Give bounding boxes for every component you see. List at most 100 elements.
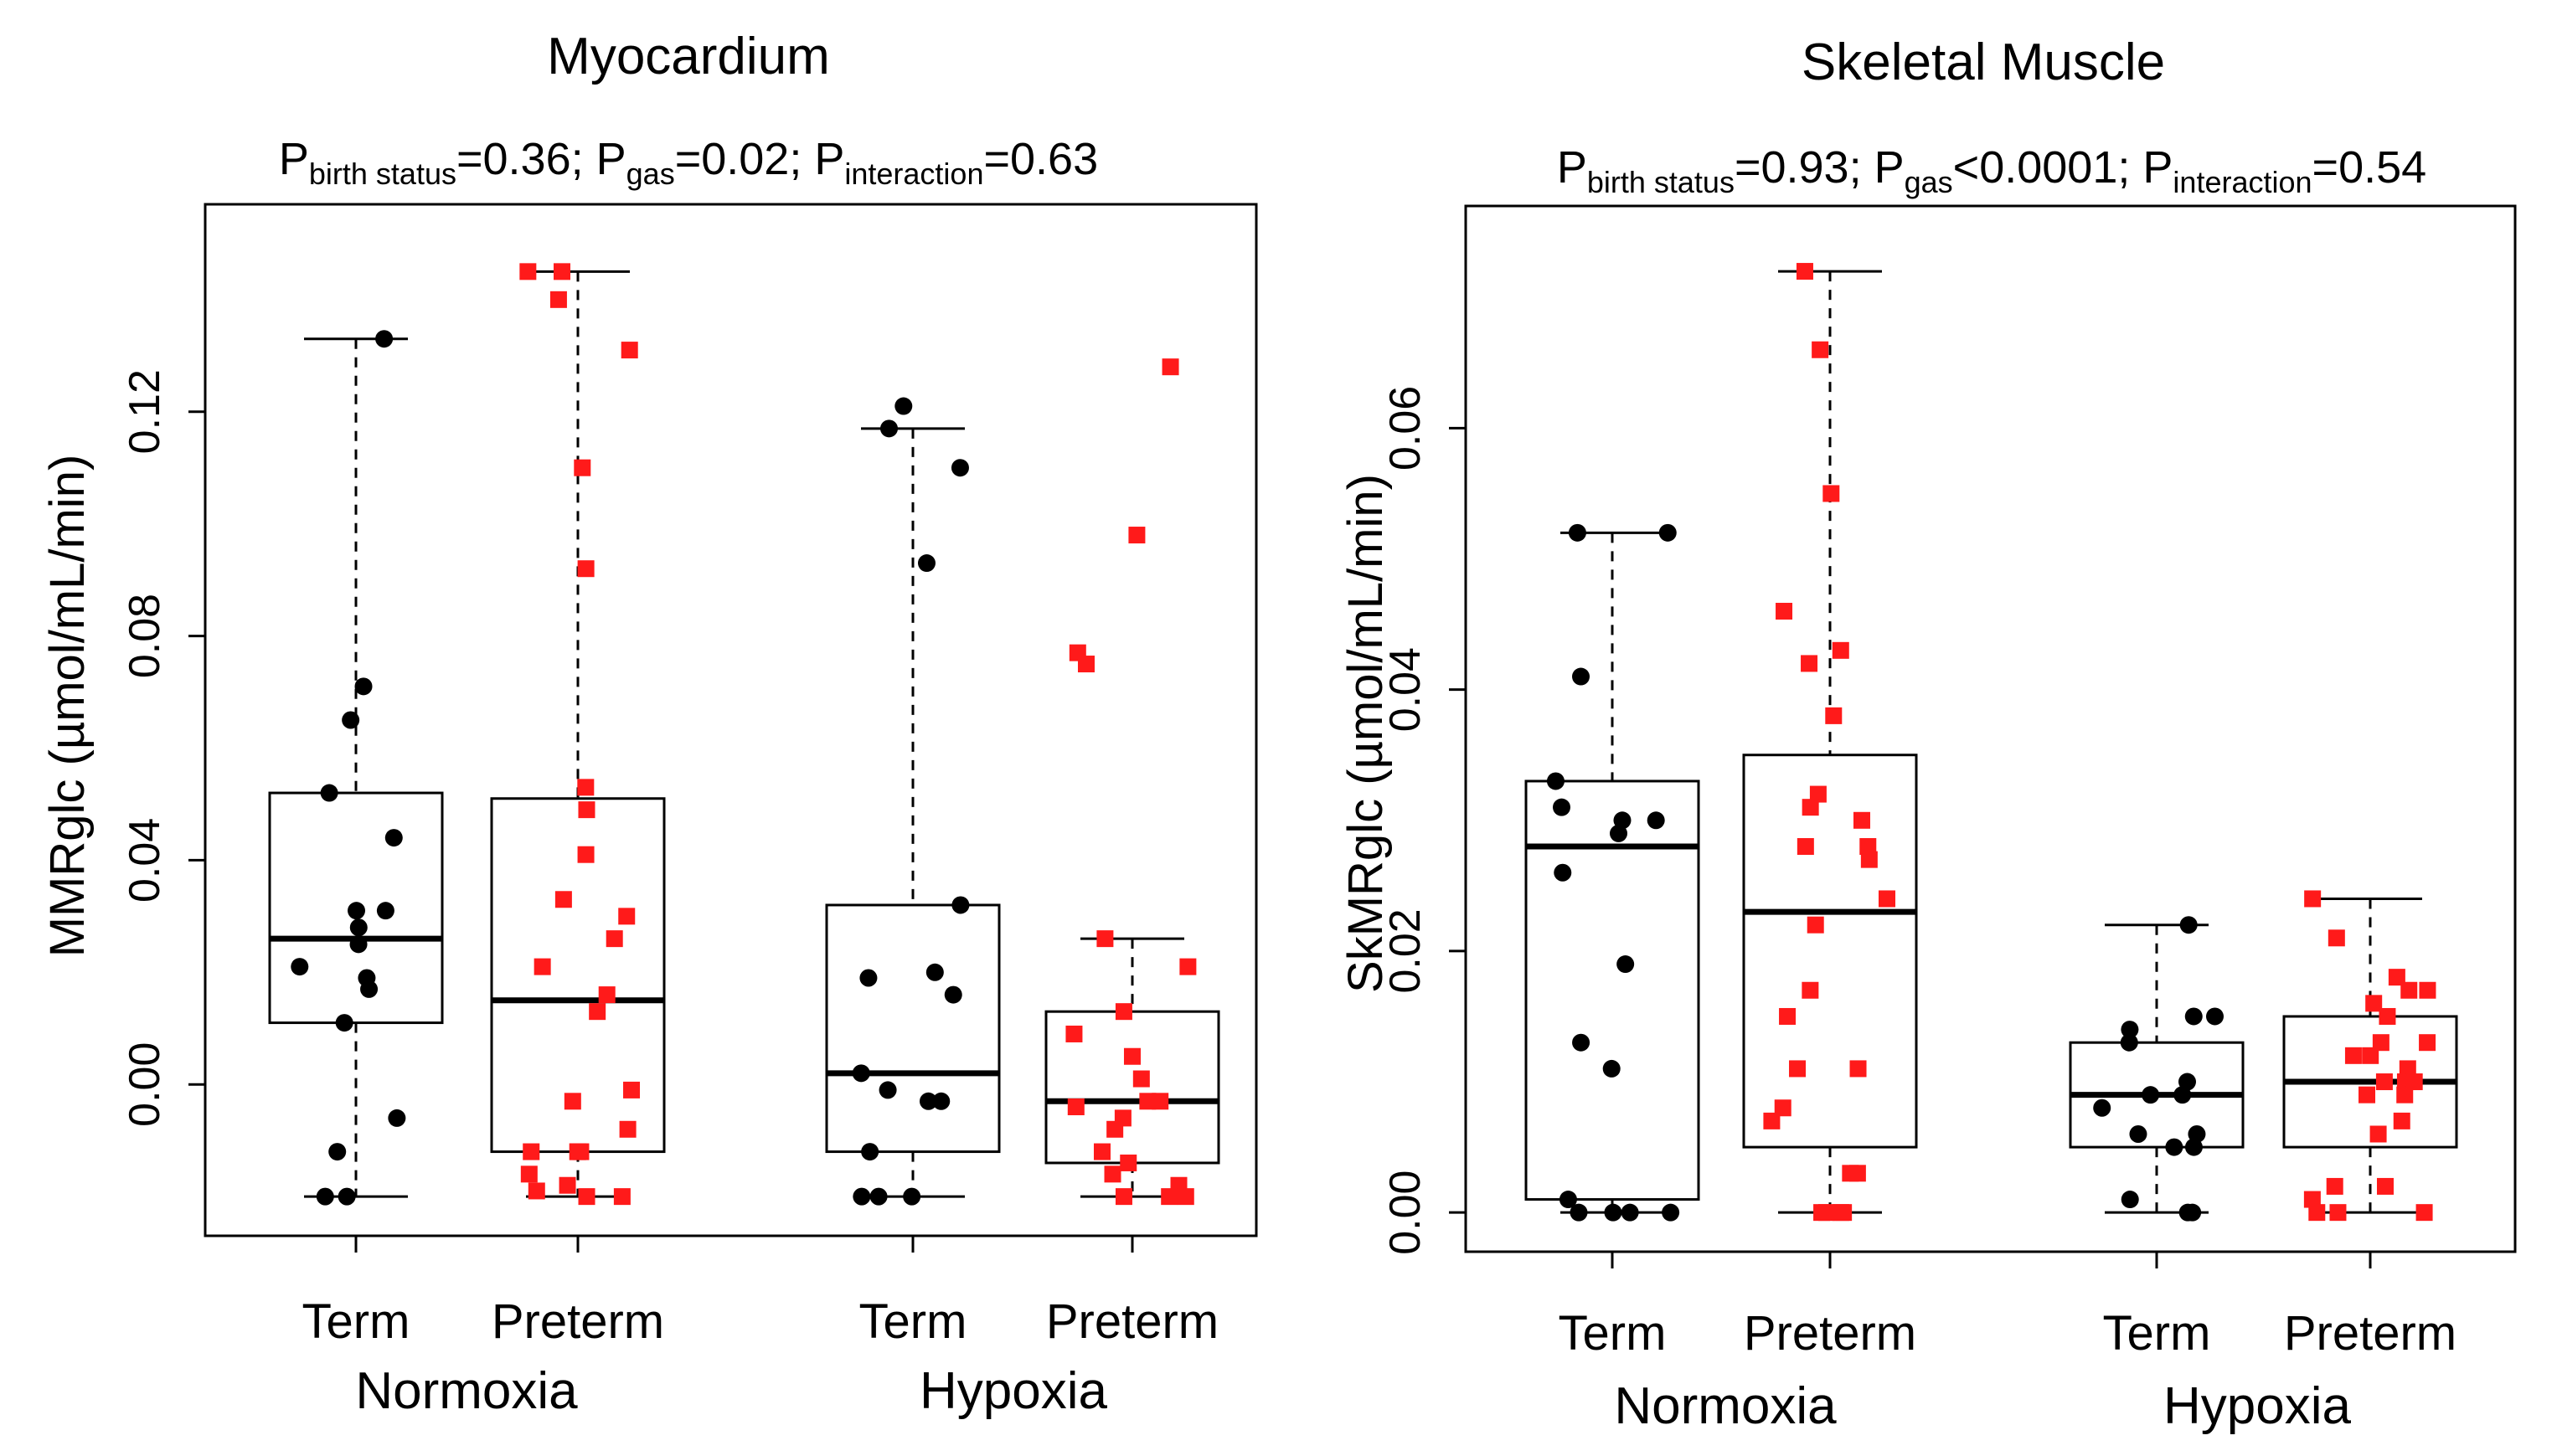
p-value-gas: <0.0001; — [1953, 142, 2143, 193]
data-point-term — [1647, 811, 1665, 830]
data-point-preterm — [2376, 1177, 2394, 1195]
plot-frame — [1464, 204, 2517, 1253]
data-point-preterm — [1065, 1025, 1083, 1042]
data-point-preterm — [606, 930, 623, 948]
p-subscript-gas: gas — [626, 157, 675, 191]
data-point-preterm — [1878, 890, 1895, 908]
data-point-term — [384, 829, 403, 847]
x-tick-label-term: Term — [859, 1294, 967, 1349]
data-point-preterm — [1853, 811, 1870, 829]
group-label-hypoxia: Hypoxia — [2163, 1377, 2352, 1435]
p-value-gas: =0.02; — [675, 134, 815, 184]
data-point-preterm — [2308, 1204, 2326, 1222]
data-point-preterm — [589, 1003, 606, 1021]
iqr-box — [268, 791, 444, 1025]
data-point-preterm — [1825, 707, 1843, 724]
data-point-preterm — [2344, 1047, 2362, 1064]
data-point-preterm — [2405, 1073, 2423, 1091]
box-hypoxia-term — [2069, 916, 2245, 1222]
group-label-normoxia: Normoxia — [1614, 1377, 1837, 1435]
data-point-preterm — [1860, 851, 1878, 868]
data-point-term — [291, 958, 309, 976]
box-plots — [1524, 263, 2458, 1222]
data-point-preterm — [2415, 1204, 2433, 1222]
box-plots — [268, 263, 1220, 1206]
data-point-preterm — [2365, 995, 2383, 1012]
group-label-hypoxia: Hypoxia — [920, 1362, 1108, 1420]
data-point-preterm — [2419, 981, 2436, 999]
data-point-term — [316, 1187, 334, 1206]
data-point-preterm — [1802, 981, 1819, 999]
data-point-preterm — [2393, 1112, 2410, 1129]
data-point-preterm — [1162, 358, 1179, 376]
data-point-term — [320, 784, 338, 802]
x-tick-label-term: Term — [1559, 1306, 1667, 1361]
data-point-preterm — [2400, 981, 2418, 999]
data-point-term — [2184, 1138, 2203, 1156]
data-point-preterm — [1796, 263, 1813, 280]
data-point-preterm — [1822, 485, 1840, 502]
data-point-preterm — [528, 1182, 545, 1200]
data-point-preterm — [1813, 1204, 1831, 1222]
y-tick-label: 0.00 — [121, 1042, 169, 1127]
data-point-preterm — [2359, 1086, 2376, 1104]
data-point-preterm — [2379, 1007, 2396, 1025]
data-point-preterm — [574, 459, 591, 476]
data-point-preterm — [1120, 1154, 1137, 1171]
data-point-preterm — [1179, 958, 1197, 975]
data-point-preterm — [1832, 641, 1849, 659]
data-point-term — [1559, 1191, 1577, 1209]
data-point-term — [1658, 523, 1677, 542]
data-point-term — [1572, 667, 1590, 686]
data-point-term — [879, 1081, 897, 1099]
data-point-term — [919, 1092, 937, 1110]
data-point-term — [388, 1109, 406, 1127]
p-letter: P — [596, 134, 626, 184]
data-point-term — [349, 935, 368, 954]
data-point-preterm — [569, 1143, 586, 1160]
data-point-preterm — [2303, 1191, 2321, 1208]
data-point-preterm — [1859, 838, 1877, 856]
p-subscript-birth-status: birth status — [1587, 165, 1735, 199]
data-point-term — [944, 985, 962, 1004]
data-point-term — [861, 1143, 879, 1161]
data-point-preterm — [598, 986, 616, 1004]
data-point-preterm — [1797, 838, 1814, 856]
data-point-preterm — [1802, 799, 1819, 816]
data-point-preterm — [2372, 1034, 2389, 1052]
box-normoxia-term — [268, 330, 444, 1206]
data-point-preterm — [1763, 1112, 1781, 1129]
data-point-preterm — [1779, 1007, 1797, 1025]
data-point-preterm — [1809, 785, 1827, 803]
x-tick-label-preterm: Preterm — [1046, 1294, 1219, 1349]
data-point-preterm — [559, 1176, 576, 1194]
box-normoxia-preterm — [1742, 263, 1918, 1222]
data-point-term — [2142, 1086, 2160, 1104]
data-point-preterm — [578, 801, 595, 819]
box-hypoxia-preterm — [1044, 358, 1220, 1206]
data-point-preterm — [577, 846, 595, 863]
data-point-preterm — [554, 891, 572, 908]
chart-title: Skeletal Muscle — [1802, 33, 2165, 91]
p-letter: P — [1557, 142, 1587, 193]
data-point-preterm — [2369, 1125, 2387, 1143]
group-label-normoxia: Normoxia — [355, 1362, 578, 1420]
data-point-preterm — [549, 291, 567, 308]
data-point-preterm — [618, 908, 636, 925]
y-axis: 0.00 0.04 0.08 0.12 — [121, 369, 205, 1127]
data-point-term — [852, 1064, 870, 1083]
data-point-preterm — [1177, 1188, 1194, 1206]
data-point-term — [1552, 798, 1570, 816]
data-point-term — [1572, 1033, 1590, 1052]
data-point-preterm — [523, 1143, 540, 1160]
data-point-preterm — [1067, 1098, 1085, 1115]
data-point-term — [1604, 1203, 1622, 1222]
data-point-term — [1602, 1059, 1621, 1078]
data-point-preterm — [1115, 1003, 1132, 1021]
data-point-term — [2121, 1191, 2139, 1209]
data-point-term — [328, 1143, 347, 1161]
data-point-preterm — [1774, 1099, 1791, 1117]
box-hypoxia-preterm — [2282, 890, 2458, 1222]
data-point-preterm — [1132, 1070, 1150, 1088]
